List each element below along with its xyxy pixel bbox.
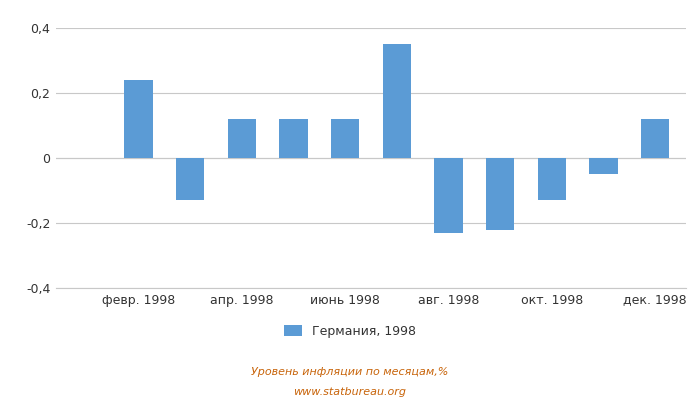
Legend: Германия, 1998: Германия, 1998 xyxy=(284,325,416,338)
Bar xyxy=(228,119,256,158)
Text: Уровень инфляции по месяцам,%: Уровень инфляции по месяцам,% xyxy=(251,367,449,377)
Text: www.statbureau.org: www.statbureau.org xyxy=(293,387,407,397)
Bar xyxy=(486,158,514,230)
Bar xyxy=(383,44,411,158)
Bar xyxy=(279,119,308,158)
Bar xyxy=(538,158,566,200)
Bar xyxy=(125,80,153,158)
Bar xyxy=(434,158,463,233)
Bar xyxy=(640,119,669,158)
Bar xyxy=(331,119,359,158)
Bar xyxy=(589,158,617,174)
Bar xyxy=(176,158,204,200)
